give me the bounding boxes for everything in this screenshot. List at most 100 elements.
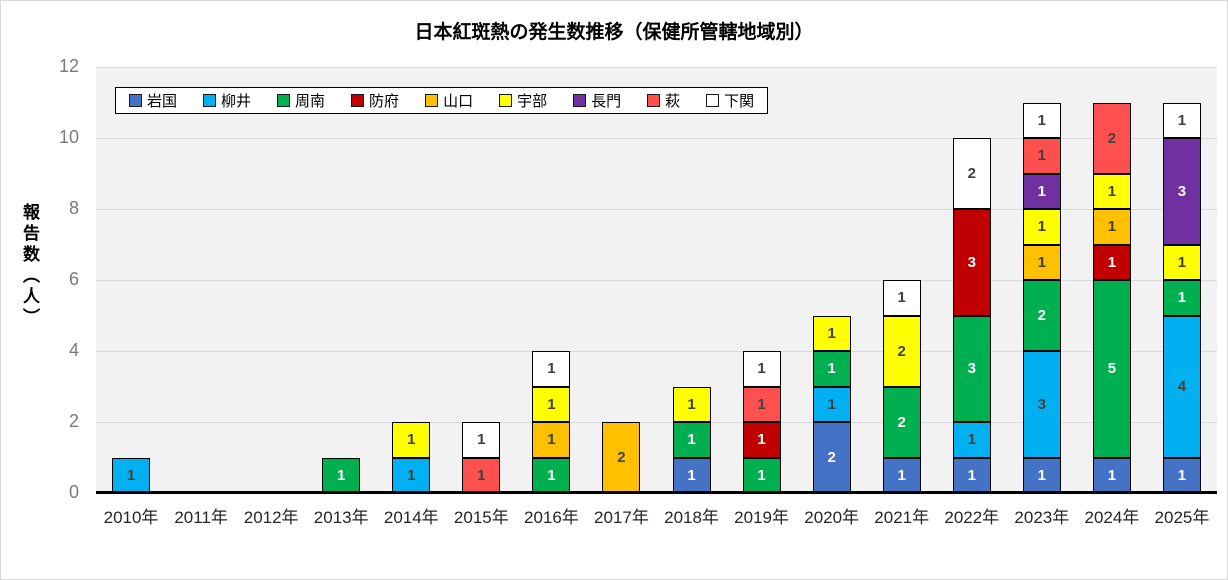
bar-segment: 2 bbox=[952, 138, 991, 210]
legend-swatch-icon bbox=[499, 94, 513, 107]
gridline bbox=[96, 422, 1217, 424]
bar-segment: 2 bbox=[812, 422, 851, 493]
legend-swatch-icon bbox=[647, 94, 661, 107]
legend-item: 周南 bbox=[277, 90, 325, 111]
bar-column: 2 bbox=[586, 67, 656, 493]
legend-label: 岩国 bbox=[147, 93, 178, 110]
legend-item: 山口 bbox=[425, 90, 473, 111]
gridline bbox=[96, 138, 1217, 139]
legend-swatch-icon bbox=[706, 94, 720, 107]
bar-segment: 1 bbox=[742, 422, 781, 458]
bar-segment: 1 bbox=[1092, 209, 1131, 245]
bar-segment: 1 bbox=[1022, 173, 1061, 210]
bar-segment: 1 bbox=[1022, 102, 1061, 139]
x-tick-label: 2025年 bbox=[1154, 508, 1210, 527]
x-tick-label: 2013年 bbox=[313, 508, 369, 527]
legend-label: 周南 bbox=[295, 93, 326, 110]
bar-column bbox=[166, 67, 236, 493]
bar-segment: 1 bbox=[952, 422, 991, 458]
x-tick-label: 2019年 bbox=[734, 508, 789, 527]
bar-segment: 1 bbox=[812, 315, 851, 352]
legend-item: 柳井 bbox=[203, 90, 251, 111]
x-tick-label: 2017年 bbox=[594, 508, 649, 527]
y-tick-label: 2 bbox=[68, 411, 79, 431]
bar-segment: 1 bbox=[1092, 457, 1131, 493]
bar-segment: 1 bbox=[462, 457, 501, 493]
x-tick-label: 2021年 bbox=[874, 508, 930, 527]
bar-segment: 3 bbox=[1162, 138, 1201, 245]
bar-segment: 3 bbox=[952, 315, 991, 423]
bar-segment: 1 bbox=[532, 386, 571, 423]
legend-swatch-icon bbox=[351, 94, 365, 107]
bar-column: 1 bbox=[306, 67, 376, 493]
bar-segment: 1 bbox=[742, 386, 781, 423]
bar-segment: 1 bbox=[1022, 457, 1061, 493]
bar-segment: 1 bbox=[1162, 457, 1201, 493]
y-tick-label: 10 bbox=[58, 127, 79, 147]
bar-segment: 1 bbox=[462, 422, 501, 458]
legend-swatch-icon bbox=[425, 94, 439, 107]
x-tick-label: 2016年 bbox=[523, 508, 579, 527]
bar-stack: 1 bbox=[112, 67, 151, 493]
bar-segment: 1 bbox=[532, 351, 571, 387]
x-axis-line bbox=[96, 491, 1217, 494]
legend-item: 萩 bbox=[647, 90, 680, 111]
legend-label: 長門 bbox=[591, 93, 622, 110]
bar-stack bbox=[252, 67, 290, 493]
bar-segment: 1 bbox=[532, 457, 571, 493]
bar-segment: 1 bbox=[742, 457, 781, 493]
bar-segment: 1 bbox=[1022, 244, 1061, 281]
legend-swatch-icon bbox=[573, 94, 587, 107]
bar-segment: 1 bbox=[812, 351, 851, 387]
bar-column bbox=[236, 67, 306, 493]
legend-item: 宇部 bbox=[499, 90, 547, 111]
bar-segment: 2 bbox=[1092, 102, 1131, 174]
y-tick-label: 4 bbox=[68, 340, 79, 360]
legend-swatch-icon bbox=[277, 94, 291, 107]
bar-column: 1 bbox=[96, 67, 166, 493]
bar-segment: 1 bbox=[952, 457, 991, 493]
bar-segment: 2 bbox=[882, 315, 921, 387]
legend-item: 下関 bbox=[706, 90, 754, 111]
bar-segment: 1 bbox=[672, 457, 711, 493]
legend-label: 山口 bbox=[443, 93, 474, 110]
bar-segment: 1 bbox=[742, 351, 781, 387]
x-tick-label: 2012年 bbox=[243, 508, 299, 527]
bar-segment: 1 bbox=[112, 457, 151, 493]
bar-segment: 1 bbox=[1162, 280, 1201, 316]
x-axis-tick-labels: 2010年 2011年 2012年 2013年 2014年 2015年 2016年 2017年… bbox=[96, 503, 1217, 528]
x-tick-label: 2015年 bbox=[453, 508, 509, 527]
bar-segment: 2 bbox=[602, 422, 641, 493]
x-tick-label: 2010年 bbox=[103, 508, 159, 527]
bar-segment: 1 bbox=[672, 422, 711, 458]
bar-segment: 5 bbox=[1092, 280, 1131, 458]
legend-label: 宇部 bbox=[517, 93, 548, 110]
bar-segment: 1 bbox=[1022, 138, 1061, 174]
x-tick-label: 2022年 bbox=[944, 508, 1000, 527]
legend: 岩国 柳井 周南 防府 山口 宇部 長門 萩 下関 bbox=[115, 87, 769, 114]
x-tick-label: 2014年 bbox=[383, 508, 439, 527]
legend-item: 岩国 bbox=[129, 90, 177, 111]
gridline bbox=[96, 280, 1217, 281]
bar-segment: 3 bbox=[952, 209, 991, 316]
x-tick-label: 2024年 bbox=[1084, 508, 1140, 527]
bar-segment: 1 bbox=[392, 422, 431, 458]
bar-segment: 1 bbox=[1162, 244, 1201, 281]
x-tick-label: 2023年 bbox=[1014, 508, 1070, 527]
y-tick-label: 8 bbox=[68, 198, 79, 218]
